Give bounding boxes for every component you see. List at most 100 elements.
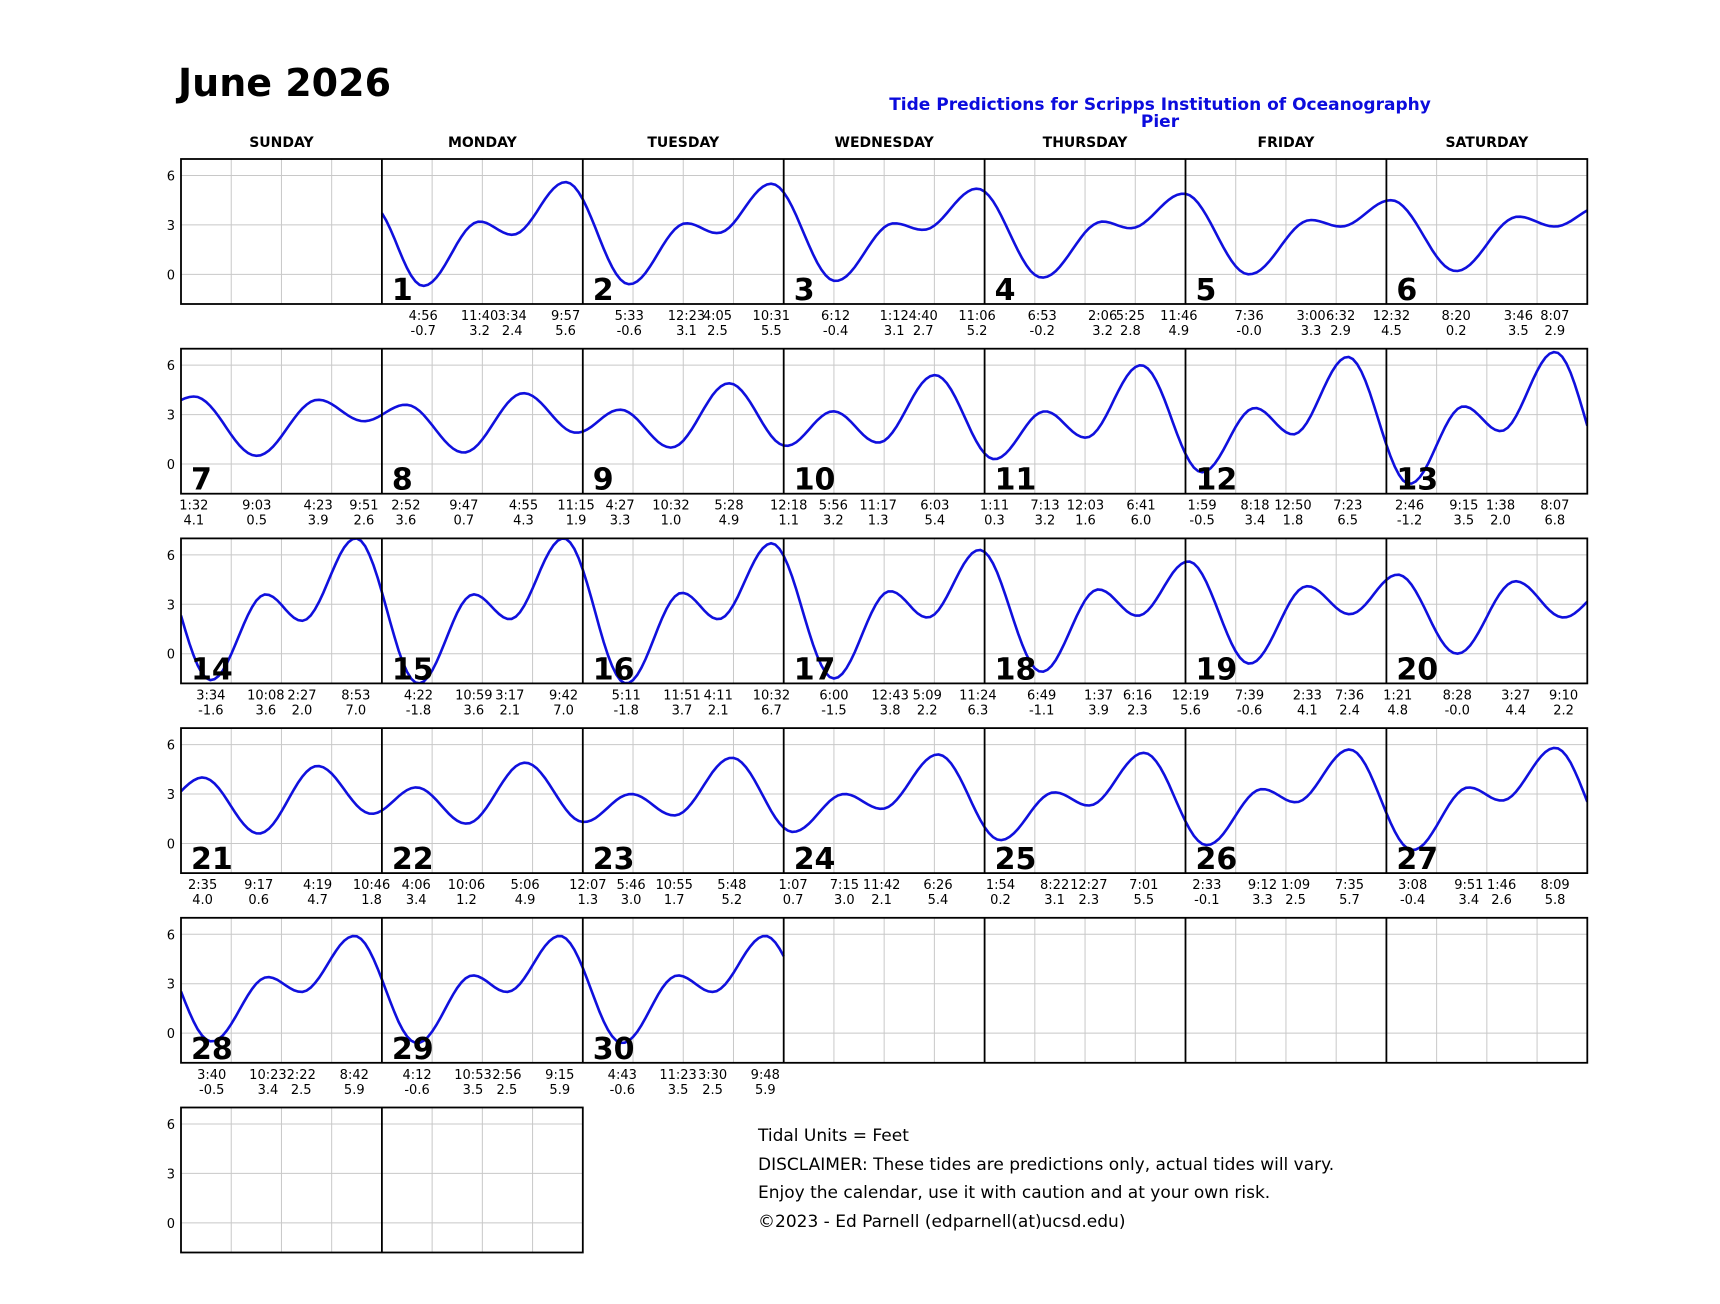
- tide-time: 4:11: [704, 688, 733, 703]
- tide-height: -1.8: [406, 703, 431, 718]
- tide-time: 4:22: [404, 688, 433, 703]
- week-row: 0 3 6: [167, 1106, 584, 1254]
- tide-time: 4:56: [409, 309, 438, 324]
- tide-time: 5:56: [819, 499, 848, 514]
- tide-height: 3.0: [834, 893, 855, 908]
- tide-time: 7:01: [1129, 878, 1158, 893]
- week-row: 03614:56-0.711:403.23:342.49:575.625:33-…: [167, 158, 1589, 339]
- tide-time: 4:27: [605, 499, 634, 514]
- tide-height: 5.8: [1545, 893, 1566, 908]
- tide-height: 5.9: [549, 1083, 570, 1098]
- tide-height: 4.4: [1505, 703, 1526, 718]
- tide-time: 10:32: [753, 688, 790, 703]
- tide-height: 2.4: [1339, 703, 1360, 718]
- tide-time: 4:40: [909, 309, 938, 324]
- y-tick-label: 0: [167, 1217, 175, 1232]
- y-tick-label: 0: [167, 648, 175, 663]
- tide-height: 3.4: [1459, 893, 1480, 908]
- tide-height: 5.7: [1339, 893, 1360, 908]
- day-number: 14: [191, 652, 233, 687]
- tide-time: 12:50: [1274, 499, 1311, 514]
- tide-time: 12:32: [1373, 309, 1410, 324]
- tide-height: 4.0: [192, 893, 213, 908]
- tide-height: -0.4: [823, 324, 848, 339]
- tide-height: 5.4: [924, 514, 945, 529]
- day-number: 20: [1396, 652, 1438, 687]
- tide-time: 2:46: [1395, 499, 1424, 514]
- tide-time: 11:06: [958, 309, 995, 324]
- tide-height: 2.5: [291, 1083, 312, 1098]
- tide-time: 8:20: [1442, 309, 1471, 324]
- tide-height: 7.0: [553, 703, 574, 718]
- y-tick-label: 0: [167, 268, 175, 283]
- tide-time: 10:55: [655, 878, 692, 893]
- tide-height: 1.8: [1283, 514, 1304, 529]
- tide-height: 0.7: [783, 893, 804, 908]
- tide-height: 3.0: [621, 893, 642, 908]
- day-number: 12: [1196, 463, 1238, 498]
- tide-time: 6:03: [920, 499, 949, 514]
- day-number: 13: [1396, 463, 1438, 498]
- tide-time: 3:40: [197, 1068, 226, 1083]
- tide-time: 10:53: [454, 1068, 491, 1083]
- y-tick-label: 6: [167, 1118, 175, 1133]
- y-tick-label: 6: [167, 169, 175, 184]
- tide-time: 2:35: [188, 878, 217, 893]
- y-tick-label: 0: [167, 458, 175, 473]
- day-number: 2: [593, 273, 614, 308]
- tide-time: 8:09: [1540, 878, 1569, 893]
- tide-height: -0.6: [610, 1083, 635, 1098]
- tide-time: 3:00: [1296, 309, 1325, 324]
- tide-time: 5:25: [1116, 309, 1145, 324]
- tide-time: 4:05: [703, 309, 732, 324]
- tide-time: 1:11: [980, 499, 1009, 514]
- tide-height: 4.9: [719, 514, 740, 529]
- tide-height: 2.2: [1553, 703, 1574, 718]
- tide-height: 3.9: [1088, 703, 1109, 718]
- tide-height: -1.1: [1029, 703, 1054, 718]
- tide-height: 3.6: [463, 703, 484, 718]
- tide-height: 3.5: [1453, 514, 1474, 529]
- tide-time: 5:09: [913, 688, 942, 703]
- tide-time: 9:10: [1549, 688, 1578, 703]
- tide-height: -1.6: [198, 703, 223, 718]
- tide-height: -0.6: [617, 324, 642, 339]
- tide-height: 3.2: [823, 514, 844, 529]
- tide-height: 3.9: [308, 514, 329, 529]
- tide-height: 4.1: [183, 514, 204, 529]
- tide-time: 9:48: [751, 1068, 780, 1083]
- week-row: 0 3 6 71:324.1 9:030.5 4:233.9 9:512.6 82:523.6…: [167, 347, 1589, 529]
- tide-time: 10:32: [652, 499, 689, 514]
- day-number: 1: [392, 273, 413, 308]
- tide-height: 1.0: [661, 514, 682, 529]
- tide-height: 3.3: [610, 514, 631, 529]
- tide-time: 1:54: [986, 878, 1015, 893]
- y-tick-label: 3: [167, 788, 175, 803]
- tide-height: 3.3: [1252, 893, 1273, 908]
- tide-height: 5.5: [761, 324, 782, 339]
- tide-height: -0.6: [1237, 703, 1262, 718]
- tide-time: 1:46: [1487, 878, 1516, 893]
- tide-height: 3.2: [469, 324, 490, 339]
- tide-time: 5:06: [510, 878, 539, 893]
- day-number: 25: [995, 842, 1037, 877]
- tide-time: 7:36: [1235, 309, 1264, 324]
- row-border: [180, 727, 1589, 874]
- tide-height: 5.5: [1133, 893, 1154, 908]
- day-number: 21: [191, 842, 233, 877]
- tide-time: 6:41: [1126, 499, 1155, 514]
- tide-time: 8:07: [1540, 309, 1569, 324]
- tide-time: 4:55: [509, 499, 538, 514]
- tide-height: -0.1: [1194, 893, 1219, 908]
- day-number: 7: [191, 463, 212, 498]
- tide-time: 7:36: [1335, 688, 1364, 703]
- tide-time: 11:15: [557, 499, 594, 514]
- tide-time: 4:43: [608, 1068, 637, 1083]
- tide-time: 2:27: [287, 688, 316, 703]
- tide-height: -0.7: [411, 324, 436, 339]
- tide-height: 3.4: [1245, 514, 1266, 529]
- tide-height: 5.9: [755, 1083, 776, 1098]
- y-tick-label: 0: [167, 1027, 175, 1042]
- tide-time: 7:39: [1235, 688, 1264, 703]
